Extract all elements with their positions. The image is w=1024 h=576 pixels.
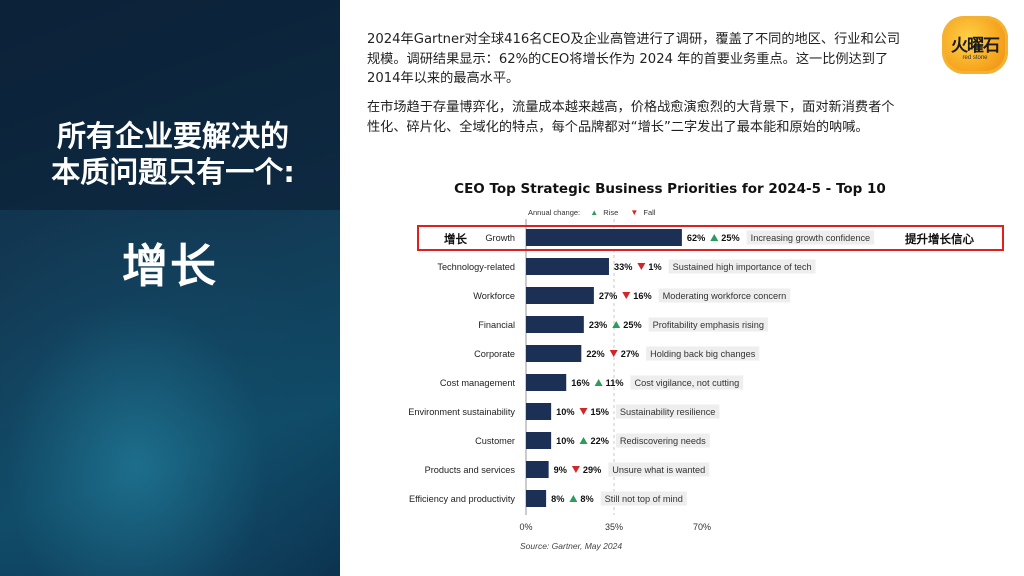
bar (526, 316, 584, 333)
note-label: Holding back big changes (650, 349, 756, 359)
bar (526, 345, 582, 362)
chart-source: Source: Gartner, May 2024 (520, 541, 623, 551)
category-label: Financial (478, 320, 515, 330)
value-label: 10% (556, 436, 574, 446)
chart-legend: Annual change: ▲ Rise ▼ Fall (528, 208, 655, 217)
fall-triangle-icon (579, 408, 588, 415)
paragraph-survey: 2024年Gartner对全球416名CEO及企业高管进行了调研，覆盖了不同的地… (367, 32, 901, 86)
value-label: 22% (586, 349, 604, 359)
bar (526, 287, 594, 304)
change-label: 16% (633, 291, 651, 301)
change-label: 27% (621, 349, 639, 359)
note-box (648, 317, 768, 332)
logo-text: 火曜石 (951, 36, 1000, 56)
bar (526, 490, 547, 507)
headline-line-2: 本质问题只有一个: (51, 155, 295, 189)
category-label: Efficiency and productivity (409, 494, 515, 504)
category-label: Products and services (425, 465, 516, 475)
change-label: 8% (580, 494, 593, 504)
value-label: 16% (571, 378, 589, 388)
category-label: Corporate (474, 349, 515, 359)
brand-logo: 火曜石 red stone (942, 16, 1008, 74)
growth-highlight-box (417, 225, 1004, 251)
category-label: Workforce (473, 291, 515, 301)
logo-subtext: red stone (962, 55, 988, 61)
growth-chinese-label: 增长 (444, 232, 467, 246)
change-label: 15% (591, 407, 609, 417)
note-box (658, 288, 791, 303)
chart-title: CEO Top Strategic Business Priorities fo… (454, 181, 886, 197)
category-label: Environment sustainability (408, 407, 515, 417)
rise-triangle-icon (569, 495, 578, 502)
paragraph-market: 在市场趋于存量博弈化，流量成本越来越高，价格战愈演愈烈的大背景下，面对新消费者个… (367, 100, 895, 135)
change-label: 25% (721, 233, 739, 243)
change-label: 29% (583, 465, 601, 475)
note-label: Rediscovering needs (620, 436, 706, 446)
change-label: 25% (623, 320, 641, 330)
fall-triangle-icon (637, 263, 646, 270)
value-label: 10% (556, 407, 574, 417)
x-tick-label: 0% (519, 522, 532, 532)
value-label: 62% (687, 233, 705, 243)
growth-annotation: 提升增长信心 (905, 232, 974, 246)
fall-triangle-icon: ▼ (630, 208, 639, 217)
bar (526, 403, 552, 420)
legend-fall: Fall (643, 208, 656, 217)
value-label: 8% (551, 494, 564, 504)
x-tick-label: 70% (693, 522, 711, 532)
note-label: Still not top of mind (605, 494, 683, 504)
note-box (630, 375, 744, 390)
fall-triangle-icon (571, 466, 580, 473)
bar (526, 258, 609, 275)
note-box (646, 346, 760, 361)
fall-triangle-icon (609, 350, 618, 357)
x-tick-label: 35% (605, 522, 623, 532)
note-box (615, 404, 720, 419)
value-label: 9% (554, 465, 567, 475)
rise-triangle-icon (612, 321, 621, 328)
rise-triangle-icon (594, 379, 603, 386)
legend-label: Annual change: (528, 208, 581, 217)
fall-triangle-icon (622, 292, 631, 299)
rise-triangle-icon (710, 234, 719, 241)
category-label: Cost management (440, 378, 516, 388)
value-label: 23% (589, 320, 607, 330)
category-label: Growth (485, 233, 515, 243)
note-box (746, 230, 875, 245)
top-band (0, 0, 340, 210)
note-box (600, 491, 687, 506)
change-label: 11% (606, 378, 624, 388)
rise-triangle-icon: ▲ (590, 208, 599, 217)
value-label: 33% (614, 262, 632, 272)
category-label: Customer (475, 436, 515, 446)
note-label: Unsure what is wanted (612, 465, 705, 475)
rise-triangle-icon (579, 437, 588, 444)
note-label: Cost vigilance, not cutting (635, 378, 740, 388)
legend-rise: Rise (603, 208, 619, 217)
note-box (608, 462, 710, 477)
value-label: 27% (599, 291, 617, 301)
change-label: 1% (648, 262, 661, 272)
left-panel: 所有企业要解决的 本质问题只有一个: 增长 (0, 0, 340, 576)
change-label: 22% (591, 436, 609, 446)
background-glow (0, 210, 340, 576)
note-label: Increasing growth confidence (751, 233, 871, 243)
note-label: Sustainability resilience (620, 407, 716, 417)
note-box (615, 433, 710, 448)
bar (526, 229, 682, 246)
note-label: Sustained high importance of tech (673, 262, 812, 272)
bar (526, 374, 567, 391)
keyword-growth: 增长 (122, 239, 218, 293)
bar (526, 461, 549, 478)
note-box (668, 259, 816, 274)
note-label: Profitability emphasis rising (653, 320, 764, 330)
category-label: Technology-related (437, 262, 515, 272)
note-label: Moderating workforce concern (663, 291, 787, 301)
bar (526, 432, 552, 449)
headline-line-1: 所有企业要解决的 (56, 119, 289, 153)
headline: 所有企业要解决的 本质问题只有一个: (18, 118, 328, 190)
